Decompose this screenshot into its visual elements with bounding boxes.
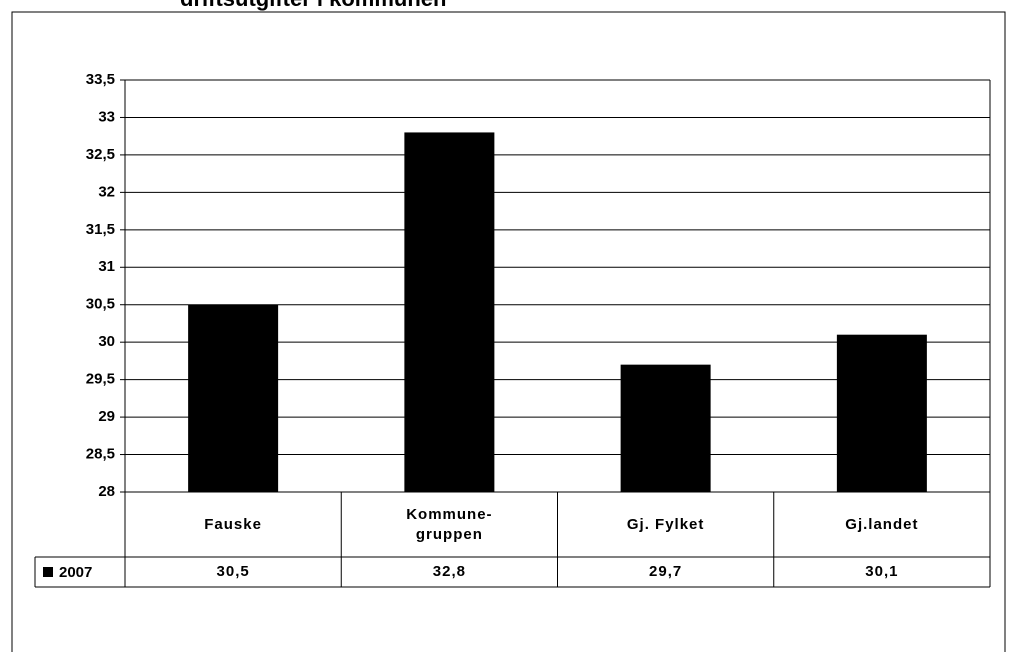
y-tick-label: 28,5 (86, 446, 115, 463)
bar (404, 132, 495, 492)
bar (188, 304, 279, 492)
bar (620, 364, 711, 492)
y-tick-label: 29,5 (86, 371, 115, 388)
y-tick-label: 33 (98, 108, 115, 125)
y-tick-label: 30,5 (86, 296, 115, 313)
chart-title: driftsutgifter i kommunen (180, 0, 446, 11)
x-tick-label: Gj. Fylket (626, 515, 705, 533)
y-tick-label: 29 (98, 408, 115, 425)
data-label: 30,5 (216, 563, 250, 580)
y-tick-label: 31 (98, 258, 115, 275)
y-tick-label: 30 (98, 333, 115, 350)
data-label: 30,1 (865, 563, 899, 580)
data-label: 29,7 (649, 563, 683, 580)
x-tick-label: Gj.landet (845, 515, 919, 533)
y-tick-label: 31,5 (86, 221, 115, 238)
chart-frame (11, 11, 1006, 652)
y-tick-label: 33,5 (86, 71, 115, 88)
data-label: 32,8 (432, 563, 466, 580)
x-tick-label: Kommune- gruppen (406, 505, 493, 543)
legend-swatch (43, 567, 53, 577)
x-tick-label: Fauske (204, 515, 262, 533)
y-tick-label: 32,5 (86, 146, 115, 163)
bar (836, 334, 927, 492)
y-tick-label: 28 (98, 483, 115, 500)
legend-label: 2007 (59, 564, 92, 581)
y-tick-label: 32 (98, 183, 115, 200)
